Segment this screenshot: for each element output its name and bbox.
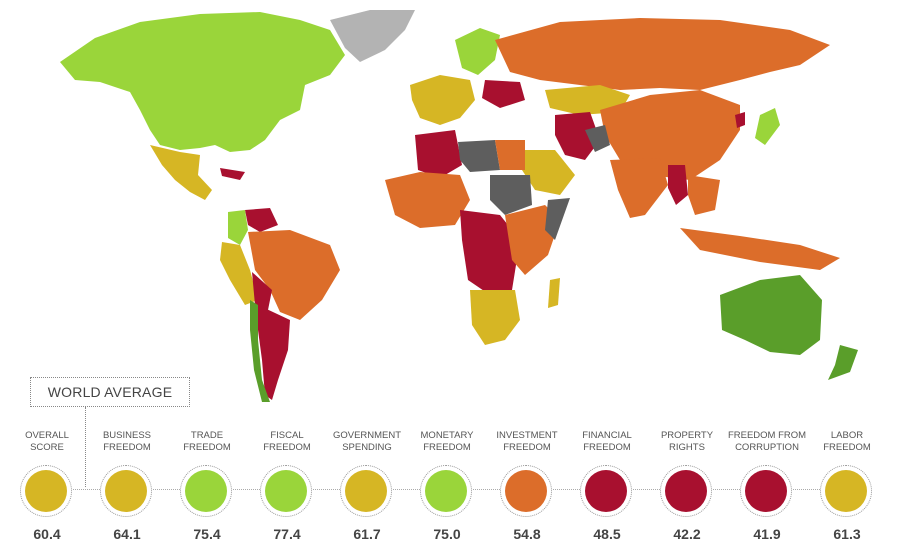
region-indonesia[interactable] xyxy=(680,228,840,270)
indicator-dot xyxy=(585,470,627,512)
region-chile[interactable] xyxy=(250,300,270,402)
indicator-monetary-freedom[interactable]: MONETARY FREEDOM 75.0 xyxy=(402,420,492,548)
indicator-dot xyxy=(105,470,147,512)
indicator-ring xyxy=(660,465,712,517)
region-argentina[interactable] xyxy=(258,305,290,400)
region-russia[interactable] xyxy=(495,18,830,90)
indicator-ring xyxy=(580,465,632,517)
indicator-dot xyxy=(265,470,307,512)
indicator-dot xyxy=(825,470,867,512)
indicator-fiscal-freedom[interactable]: FISCAL FREEDOM 77.4 xyxy=(242,420,332,548)
indicator-value: 64.1 xyxy=(113,526,141,542)
indicator-value: 61.7 xyxy=(353,526,381,542)
indicator-value: 60.4 xyxy=(33,526,61,542)
region-egypt[interactable] xyxy=(495,140,525,170)
region-new-zealand[interactable] xyxy=(828,345,858,380)
region-north-korea[interactable] xyxy=(735,112,745,128)
indicator-dot xyxy=(745,470,787,512)
region-japan[interactable] xyxy=(755,108,780,145)
indicator-ring xyxy=(820,465,872,517)
indicator-ring xyxy=(500,465,552,517)
indicator-ring xyxy=(420,465,472,517)
indicator-property-rights[interactable]: PROPERTY RIGHTS 42.2 xyxy=(642,420,732,548)
region-somalia[interactable] xyxy=(545,198,570,240)
indicator-labor-freedom[interactable]: LABOR FREEDOM 61.3 xyxy=(802,420,892,548)
indicator-ring xyxy=(260,465,312,517)
indicator-ring xyxy=(340,465,392,517)
region-eastern-europe[interactable] xyxy=(482,80,525,108)
region-sudan[interactable] xyxy=(490,175,532,215)
indicator-overall-score[interactable]: OVERALL SCORE 60.4 xyxy=(2,420,92,548)
region-libya[interactable] xyxy=(458,140,500,172)
indicator-ring xyxy=(20,465,72,517)
region-arabia[interactable] xyxy=(520,150,575,195)
region-china[interactable] xyxy=(600,90,740,180)
region-iran[interactable] xyxy=(555,112,600,160)
indicator-row: OVERALL SCORE 60.4 BUSINESS FREEDOM 64.1 T… xyxy=(0,420,899,548)
indicator-business-freedom[interactable]: BUSINESS FREEDOM 64.1 xyxy=(82,420,172,548)
indicator-value: 54.8 xyxy=(513,526,541,542)
indicator-ring xyxy=(180,465,232,517)
region-madagascar[interactable] xyxy=(548,278,560,308)
indicator-value: 41.9 xyxy=(753,526,781,542)
indicator-label: LABOR FREEDOM xyxy=(823,430,871,453)
indicator-government-spending[interactable]: GOVERNMENT SPENDING 61.7 xyxy=(322,420,412,548)
region-europe-west[interactable] xyxy=(410,75,475,125)
indicator-value: 75.0 xyxy=(433,526,461,542)
indicator-label: GOVERNMENT SPENDING xyxy=(332,430,402,453)
indicator-dot xyxy=(185,470,227,512)
indicator-ring xyxy=(740,465,792,517)
indicator-label: MONETARY FREEDOM xyxy=(420,430,474,453)
region-bolivia[interactable] xyxy=(252,272,272,310)
indicator-label: OVERALL SCORE xyxy=(25,430,69,453)
region-australia[interactable] xyxy=(720,275,822,355)
world-average-connector xyxy=(85,407,86,487)
indicator-dot xyxy=(505,470,547,512)
indicator-dot xyxy=(665,470,707,512)
indicator-investment-freedom[interactable]: INVESTMENT FREEDOM 54.8 xyxy=(482,420,572,548)
region-southern-africa[interactable] xyxy=(470,290,520,345)
indicator-value: 42.2 xyxy=(673,526,701,542)
indicator-label: FISCAL FREEDOM xyxy=(263,430,311,453)
world-map[interactable] xyxy=(0,0,899,410)
region-scandinavia[interactable] xyxy=(455,28,500,75)
region-india[interactable] xyxy=(610,158,668,218)
indicator-label: FINANCIAL FREEDOM xyxy=(582,430,632,453)
region-brazil[interactable] xyxy=(248,230,340,320)
indicator-value: 48.5 xyxy=(593,526,621,542)
indicator-dot xyxy=(425,470,467,512)
world-average-label: WORLD AVERAGE xyxy=(30,377,190,407)
indicator-financial-freedom[interactable]: FINANCIAL FREEDOM 48.5 xyxy=(562,420,652,548)
region-myanmar[interactable] xyxy=(668,165,688,205)
region-greenland[interactable] xyxy=(330,10,415,62)
indicator-freedom-from-corruption[interactable]: FREEDOM FROM CORRUPTION 41.9 xyxy=(722,420,812,548)
indicator-ring xyxy=(100,465,152,517)
indicator-trade-freedom[interactable]: TRADE FREEDOM 75.4 xyxy=(162,420,252,548)
region-north-america[interactable] xyxy=(60,12,345,152)
region-colombia[interactable] xyxy=(228,210,248,245)
indicator-value: 61.3 xyxy=(833,526,861,542)
region-southeast-asia[interactable] xyxy=(688,175,720,215)
region-caribbean[interactable] xyxy=(220,168,245,180)
indicator-label: TRADE FREEDOM xyxy=(183,430,231,453)
region-peru[interactable] xyxy=(220,242,258,305)
region-algeria[interactable] xyxy=(415,130,462,178)
indicator-label: INVESTMENT FREEDOM xyxy=(496,430,558,453)
indicator-label: PROPERTY RIGHTS xyxy=(660,430,714,453)
indicator-label: BUSINESS FREEDOM xyxy=(102,430,152,453)
region-central-africa[interactable] xyxy=(460,210,520,295)
indicator-value: 75.4 xyxy=(193,526,221,542)
region-venezuela[interactable] xyxy=(245,208,278,232)
indicator-dot xyxy=(345,470,387,512)
indicator-label: FREEDOM FROM CORRUPTION xyxy=(727,430,807,453)
region-west-africa[interactable] xyxy=(385,172,470,228)
indicator-dot xyxy=(25,470,67,512)
indicator-value: 77.4 xyxy=(273,526,301,542)
region-afghanistan[interactable] xyxy=(585,125,610,152)
region-mexico[interactable] xyxy=(150,145,212,200)
